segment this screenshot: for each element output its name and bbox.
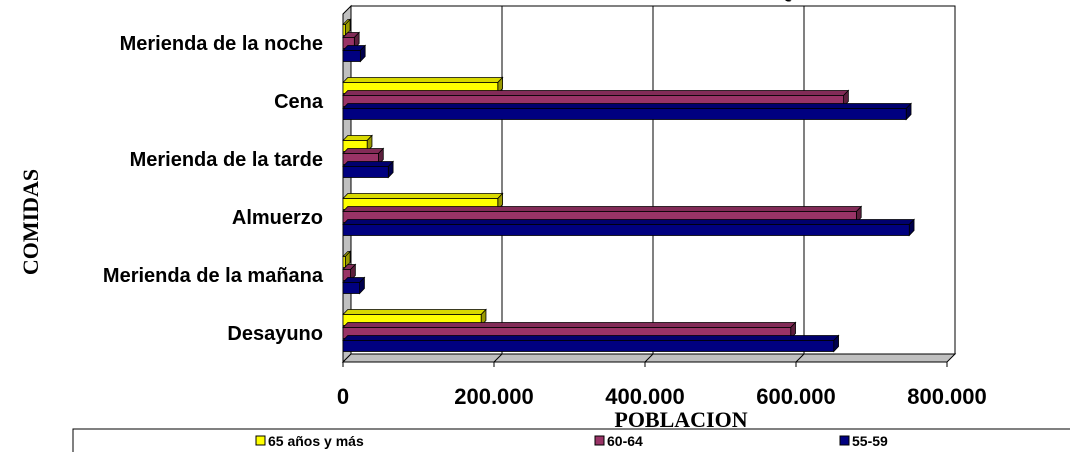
- bar: [342, 50, 361, 62]
- bar: [342, 340, 835, 352]
- x-tick-label: 0: [337, 384, 349, 409]
- category-label: Almuerzo: [232, 207, 323, 229]
- legend-swatch: [839, 435, 850, 446]
- x-tick-label: 600.000: [756, 384, 836, 409]
- bar-top-face: [342, 219, 915, 225]
- bar: [342, 108, 907, 120]
- bar-top-face: [342, 322, 797, 328]
- bar-top-face: [342, 90, 850, 96]
- bar-top-face: [342, 206, 863, 212]
- bar: [342, 166, 389, 178]
- x-tick-label: 200.000: [454, 384, 534, 409]
- category-label: Merienda de la noche: [120, 33, 323, 55]
- x-axis-label: POBLACION: [614, 407, 747, 432]
- legend: 65 años y más 60-64 55-59: [72, 428, 1070, 452]
- gridline-floor: [795, 353, 805, 363]
- bars: [342, 18, 915, 353]
- bar-top-face: [342, 77, 504, 83]
- category-label: Merienda de la tarde: [130, 149, 323, 171]
- legend-swatch: [255, 435, 266, 446]
- bar: [342, 282, 361, 294]
- legend-label: 55-59: [852, 433, 888, 449]
- bar-top-face: [342, 309, 487, 315]
- bar: [342, 256, 346, 268]
- gridline-floor: [644, 353, 654, 363]
- bar-top-face: [342, 103, 912, 109]
- bar-top-face: [342, 193, 504, 199]
- legend-swatch: [594, 435, 605, 446]
- x-tick-label: 400.000: [605, 384, 685, 409]
- legend-box: [72, 428, 1070, 452]
- chart-title: Q: [775, 0, 792, 3]
- x-tick-label: 800.000: [907, 384, 987, 409]
- gridline-floor: [493, 353, 503, 363]
- y-axis-label: COMIDAS: [18, 169, 43, 275]
- bar-top-face: [342, 161, 395, 167]
- legend-label: 60-64: [607, 433, 643, 449]
- category-label: Merienda de la mañana: [103, 265, 324, 287]
- category-label: Cena: [274, 91, 324, 113]
- category-labels: Desayuno Merienda de la mañana Almuerzo Mer…: [103, 33, 324, 345]
- bar: [342, 224, 910, 236]
- bar-top-face: [342, 335, 840, 341]
- x-axis-ticks: 0 200.000 400.000 600.000 800.000: [337, 362, 987, 409]
- bar-top-face: [342, 148, 385, 154]
- category-label: Desayuno: [227, 323, 323, 345]
- bar: [342, 24, 346, 36]
- legend-label: 65 años y más: [268, 433, 364, 449]
- plot-area: [341, 4, 957, 364]
